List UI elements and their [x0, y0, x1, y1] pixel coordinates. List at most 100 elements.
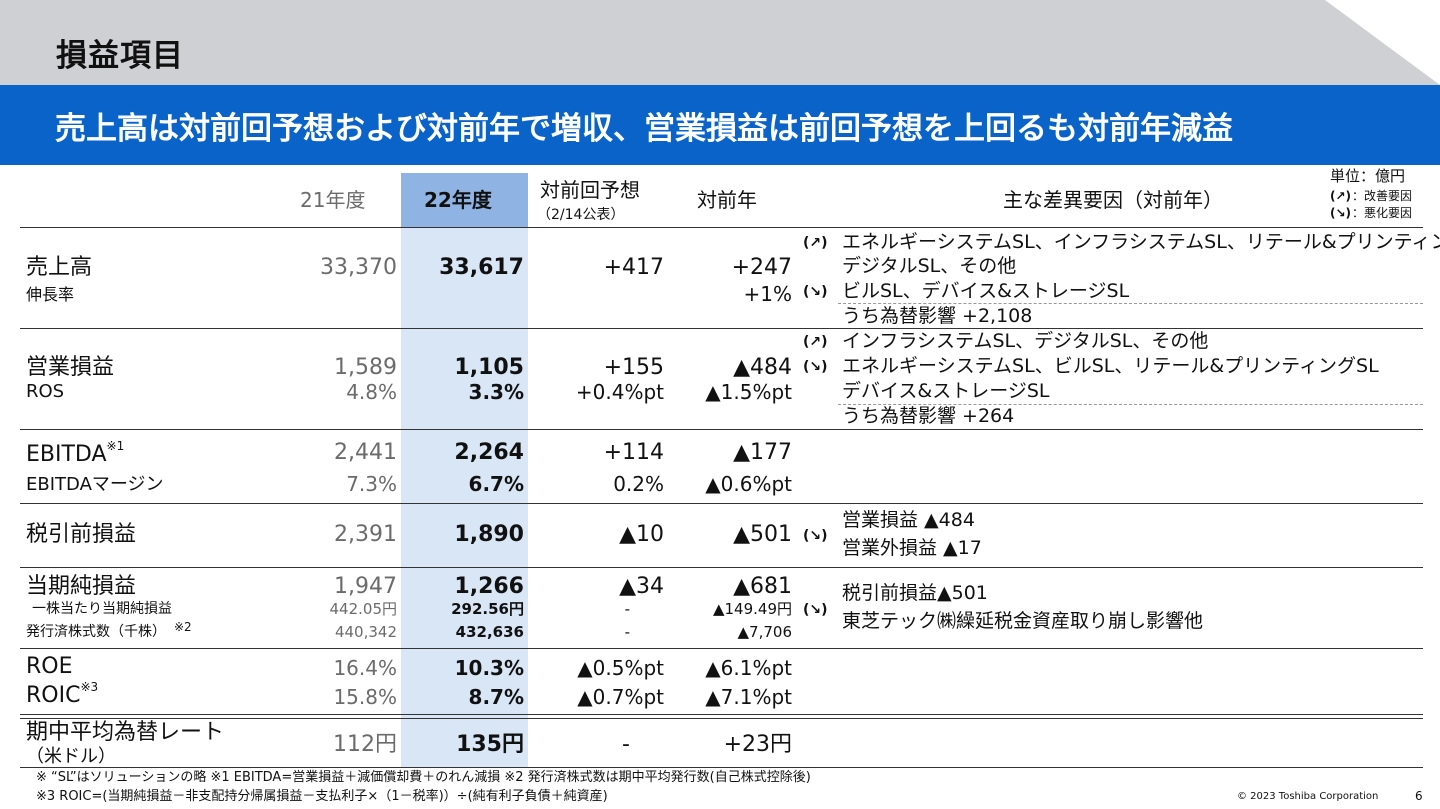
net-vs-forecast-eps: -: [624, 600, 630, 618]
net-fy22-shares: 432,636: [455, 623, 524, 641]
dashed-divider: [838, 404, 1423, 405]
page-number: 6: [1415, 789, 1423, 803]
sales-vs-prev: +247: [731, 255, 792, 280]
headline-banner: 売上高は対前回予想および対前年で増収、営業損益は前回予想を上回るも対前年減益: [0, 85, 1440, 165]
arrow-up-right-icon: (↗): [803, 334, 828, 350]
roe-vs-forecast: ▲0.5%pt: [577, 656, 664, 680]
roe-vs-prev: ▲6.1%pt: [705, 656, 792, 680]
headline-text: 売上高は対前回予想および対前年で増収、営業損益は前回予想を上回るも対前年減益: [55, 111, 1233, 147]
roic-fy22: 8.7%: [468, 685, 524, 709]
row-label-roe: ROE: [26, 654, 73, 679]
ebitda-vs-forecast-margin: 0.2%: [613, 472, 664, 496]
pretax-factor-2: 営業外損益 ▲17: [842, 537, 982, 559]
arrow-down-right-icon: (↘): [803, 528, 828, 544]
net-factor-1: 税引前損益▲501: [842, 582, 988, 604]
row-label-sales: 売上高: [26, 255, 93, 280]
sales-factor-up-2: デジタルSL、その他: [842, 255, 1017, 277]
row-divider: [20, 648, 1423, 649]
arrow-down-right-icon: (↘): [803, 359, 828, 375]
row-divider: [20, 227, 1423, 228]
ebitda-note: ※1: [106, 439, 125, 453]
row-label-ebitda: EBITDA※1: [26, 440, 124, 467]
row-sublabel-growth: 伸長率: [26, 285, 75, 304]
roic-fy21: 15.8%: [333, 685, 397, 709]
net-factor-2: 東芝テック㈱繰延税金資産取り崩し影響他: [842, 610, 1204, 632]
sales-fx-impact: うち為替影響 +2,108: [842, 305, 1033, 327]
col-fy22: 22年度: [424, 188, 492, 212]
row-divider: [20, 503, 1423, 504]
sales-fy21: 33,370: [320, 255, 397, 280]
net-fy22-eps: 292.56円: [451, 600, 524, 618]
row-label-roic: ROIC※3: [26, 681, 98, 708]
fxrate-fy22: 135円: [456, 732, 524, 757]
roic-vs-forecast: ▲0.7%pt: [577, 685, 664, 709]
op-fy22: 1,105: [454, 355, 524, 380]
pretax-vs-prev: ▲501: [733, 522, 792, 547]
col-factors: 主な差異要因（対前年）: [1003, 188, 1223, 212]
roic-label: ROIC: [26, 683, 81, 708]
net-vs-forecast: ▲34: [619, 574, 664, 599]
arrow-up-right-icon: (↗): [803, 235, 828, 251]
col-vs-prev-year: 対前年: [697, 188, 757, 212]
op-vs-forecast-ros: +0.4%pt: [575, 380, 664, 404]
op-vs-forecast: +155: [603, 355, 664, 380]
net-vs-forecast-shares: -: [624, 623, 630, 641]
op-vs-prev-ros: ▲1.5%pt: [705, 380, 792, 404]
copyright: © 2023 Toshiba Corporation: [1237, 791, 1379, 802]
op-factor-up: インフラシステムSL、デジタルSL、その他: [842, 330, 1209, 352]
arrow-up-right-icon: (↗): [1330, 189, 1352, 203]
row-label-operating-income: 営業損益: [26, 355, 115, 380]
sales-fy22: 33,617: [439, 255, 524, 280]
fxrate-vs-prev: +23円: [723, 732, 792, 757]
ebitda-fy22-margin: 6.7%: [468, 472, 524, 496]
op-vs-prev: ▲484: [733, 355, 792, 380]
row-divider: [20, 718, 1423, 719]
op-fy21-ros: 4.8%: [346, 380, 397, 404]
fy22-highlight-column: [401, 173, 528, 767]
row-label-net-income: 当期純損益: [26, 574, 137, 599]
legend-worsen: ：悪化要因: [1352, 206, 1413, 220]
row-sublabel-ros: ROS: [26, 381, 65, 402]
sales-factor-up-1: エネルギーシステムSL、インフラシステムSL、リテール&プリンティングSL: [842, 231, 1440, 253]
net-fy21-shares: 440,342: [334, 623, 397, 641]
row-label-pretax: 税引前損益: [26, 522, 137, 547]
row-sublabel-ebitda-margin: EBITDAマージン: [26, 474, 164, 495]
footnote-1: ※ “SL”はソリューションの略 ※1 EBITDA=営業損益＋減価償却費＋のれ…: [36, 770, 811, 785]
col-vs-forecast: 対前回予想: [540, 178, 640, 202]
op-fy22-ros: 3.3%: [468, 380, 524, 404]
ebitda-fy21-margin: 7.3%: [346, 472, 397, 496]
arrow-down-right-icon: (↘): [803, 284, 828, 300]
arrow-down-right-icon: (↘): [1330, 206, 1352, 220]
sales-factor-down: ビルSL、デバイス&ストレージSL: [842, 280, 1130, 302]
row-divider: [20, 767, 1423, 768]
pretax-vs-forecast: ▲10: [619, 522, 664, 547]
ebitda-fy22: 2,264: [454, 440, 524, 465]
row-divider: [20, 429, 1423, 430]
ebitda-vs-prev: ▲177: [733, 440, 792, 465]
ebitda-label: EBITDA: [26, 442, 107, 467]
arrow-down-right-icon: (↘): [803, 602, 828, 618]
pretax-fy21: 2,391: [334, 522, 397, 547]
net-vs-prev: ▲681: [733, 574, 792, 599]
dashed-divider: [838, 303, 1423, 304]
roic-note: ※3: [80, 680, 99, 694]
op-factor-down-2: デバイス&ストレージSL: [842, 380, 1050, 402]
row-divider: [20, 328, 1423, 329]
roic-vs-prev: ▲7.1%pt: [705, 685, 792, 709]
net-fy22: 1,266: [454, 574, 524, 599]
page-title: 損益項目: [56, 38, 184, 74]
ebitda-vs-prev-margin: ▲0.6%pt: [705, 472, 792, 496]
op-fx-impact: うち為替影響 +264: [842, 405, 1015, 427]
row-divider: [20, 714, 1423, 715]
sales-vs-forecast: +417: [603, 255, 664, 280]
op-fy21: 1,589: [334, 355, 397, 380]
row-sublabel-shares: 発行済株式数（千株） ※2: [26, 621, 192, 639]
row-label-fx-rate: 期中平均為替レート: [26, 720, 225, 745]
net-vs-prev-eps: ▲149.49円: [712, 600, 792, 618]
col-vs-forecast-note: （2/14公表）: [537, 207, 625, 223]
footnote-2: ※3 ROIC=(当期純損益－非支配持分帰属損益－支払利子×（1－税率)）÷(純…: [36, 789, 608, 804]
net-fy21-eps: 442.05円: [329, 600, 398, 618]
net-fy21: 1,947: [334, 574, 397, 599]
unit-label: 単位：億円: [1330, 167, 1406, 185]
pretax-fy22: 1,890: [454, 522, 524, 547]
